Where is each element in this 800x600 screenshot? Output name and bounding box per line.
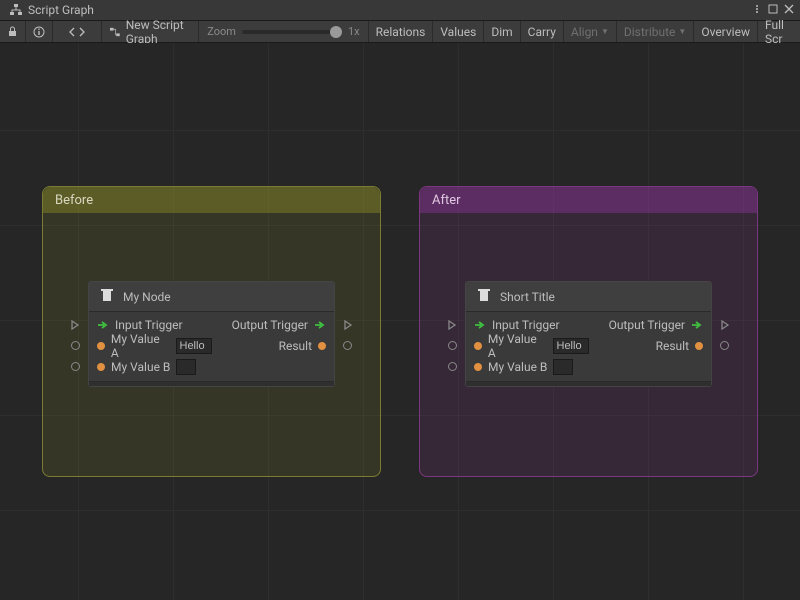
info-button[interactable] [26,21,53,42]
input-trigger-label: Input Trigger [115,318,183,332]
script-icon [476,287,492,306]
relations-button[interactable]: Relations [369,21,434,42]
lock-button[interactable] [0,21,26,42]
trigger-out-icon[interactable] [314,320,326,330]
output-trigger-label: Output Trigger [232,318,308,332]
ext-value-out-icon[interactable] [343,341,352,350]
zoom-value: 1x [348,25,360,38]
ext-trigger-out-icon[interactable] [342,319,354,331]
values-button[interactable]: Values [433,21,484,42]
value-port-icon[interactable] [474,363,482,371]
value-a-input[interactable] [176,338,212,354]
value-b-label: My Value B [111,360,170,374]
node-footer [466,381,711,386]
trigger-in-icon[interactable] [97,320,109,330]
menu-icon[interactable] [752,3,762,17]
maximize-icon[interactable] [768,3,778,17]
dim-button[interactable]: Dim [484,21,520,42]
chevron-down-icon: ▼ [601,27,609,36]
group-title: After [432,193,461,208]
breadcrumb[interactable]: New Script Graph [102,21,199,42]
group-before[interactable]: Before My Node Input Trigger Output Trig… [42,186,381,477]
code-button[interactable] [53,21,102,42]
carry-button[interactable]: Carry [521,21,564,42]
value-port-icon[interactable] [97,363,105,371]
node-body: Input Trigger Output Trigger My Value A [89,312,334,381]
overview-button[interactable]: Overview [694,21,758,42]
tab-script-graph[interactable]: Script Graph [0,0,104,20]
title-bar: Script Graph [0,0,800,21]
value-b-input[interactable] [553,359,573,375]
group-header[interactable]: Before [43,187,380,213]
trigger-out-icon[interactable] [691,320,703,330]
group-title: Before [55,193,93,208]
zoom-control: Zoom 1x [199,21,368,42]
fullscreen-button[interactable]: Full Scr [758,21,800,42]
graph-canvas[interactable]: Before My Node Input Trigger Output Trig… [0,43,800,600]
node-body: Input Trigger Output Trigger My Value A [466,312,711,381]
hierarchy-icon [10,4,22,16]
ext-value-in-icon[interactable] [71,362,80,371]
value-a-input[interactable] [553,338,589,354]
ext-value-out-icon[interactable] [720,341,729,350]
toolbar: New Script Graph Zoom 1x Relations Value… [0,21,800,43]
ext-trigger-in-icon[interactable] [69,319,81,331]
window-controls [746,3,800,17]
node-header[interactable]: My Node [89,282,334,312]
result-label: Result [279,339,312,353]
script-icon [99,287,115,306]
graph-icon [110,26,120,38]
ext-value-in-icon[interactable] [448,341,457,350]
group-header[interactable]: After [420,187,757,213]
value-b-input[interactable] [176,359,196,375]
node-short-title[interactable]: Short Title Input Trigger Output Trigger [465,281,712,387]
input-trigger-label: Input Trigger [492,318,560,332]
value-port-icon[interactable] [97,342,105,350]
close-icon[interactable] [784,3,794,17]
ext-trigger-in-icon[interactable] [446,319,458,331]
output-trigger-label: Output Trigger [609,318,685,332]
chevron-down-icon: ▼ [678,27,686,36]
node-title-text: My Node [123,290,171,304]
breadcrumb-label: New Script Graph [126,18,191,46]
node-header[interactable]: Short Title [466,282,711,312]
value-port-icon[interactable] [695,342,703,350]
value-port-icon[interactable] [318,342,326,350]
value-b-label: My Value B [488,360,547,374]
node-my-node[interactable]: My Node Input Trigger Output Trigger [88,281,335,387]
align-button[interactable]: Align ▼ [564,21,617,42]
result-label: Result [656,339,689,353]
zoom-label: Zoom [207,25,236,38]
ext-trigger-out-icon[interactable] [719,319,731,331]
distribute-button[interactable]: Distribute ▼ [617,21,694,42]
group-after[interactable]: After Short Title Input Trigger Output T… [419,186,758,477]
zoom-slider[interactable] [242,30,342,34]
ext-value-in-icon[interactable] [71,341,80,350]
ext-value-in-icon[interactable] [448,362,457,371]
node-footer [89,381,334,386]
tab-label: Script Graph [28,3,94,17]
trigger-in-icon[interactable] [474,320,486,330]
node-title-text: Short Title [500,290,555,304]
value-port-icon[interactable] [474,342,482,350]
